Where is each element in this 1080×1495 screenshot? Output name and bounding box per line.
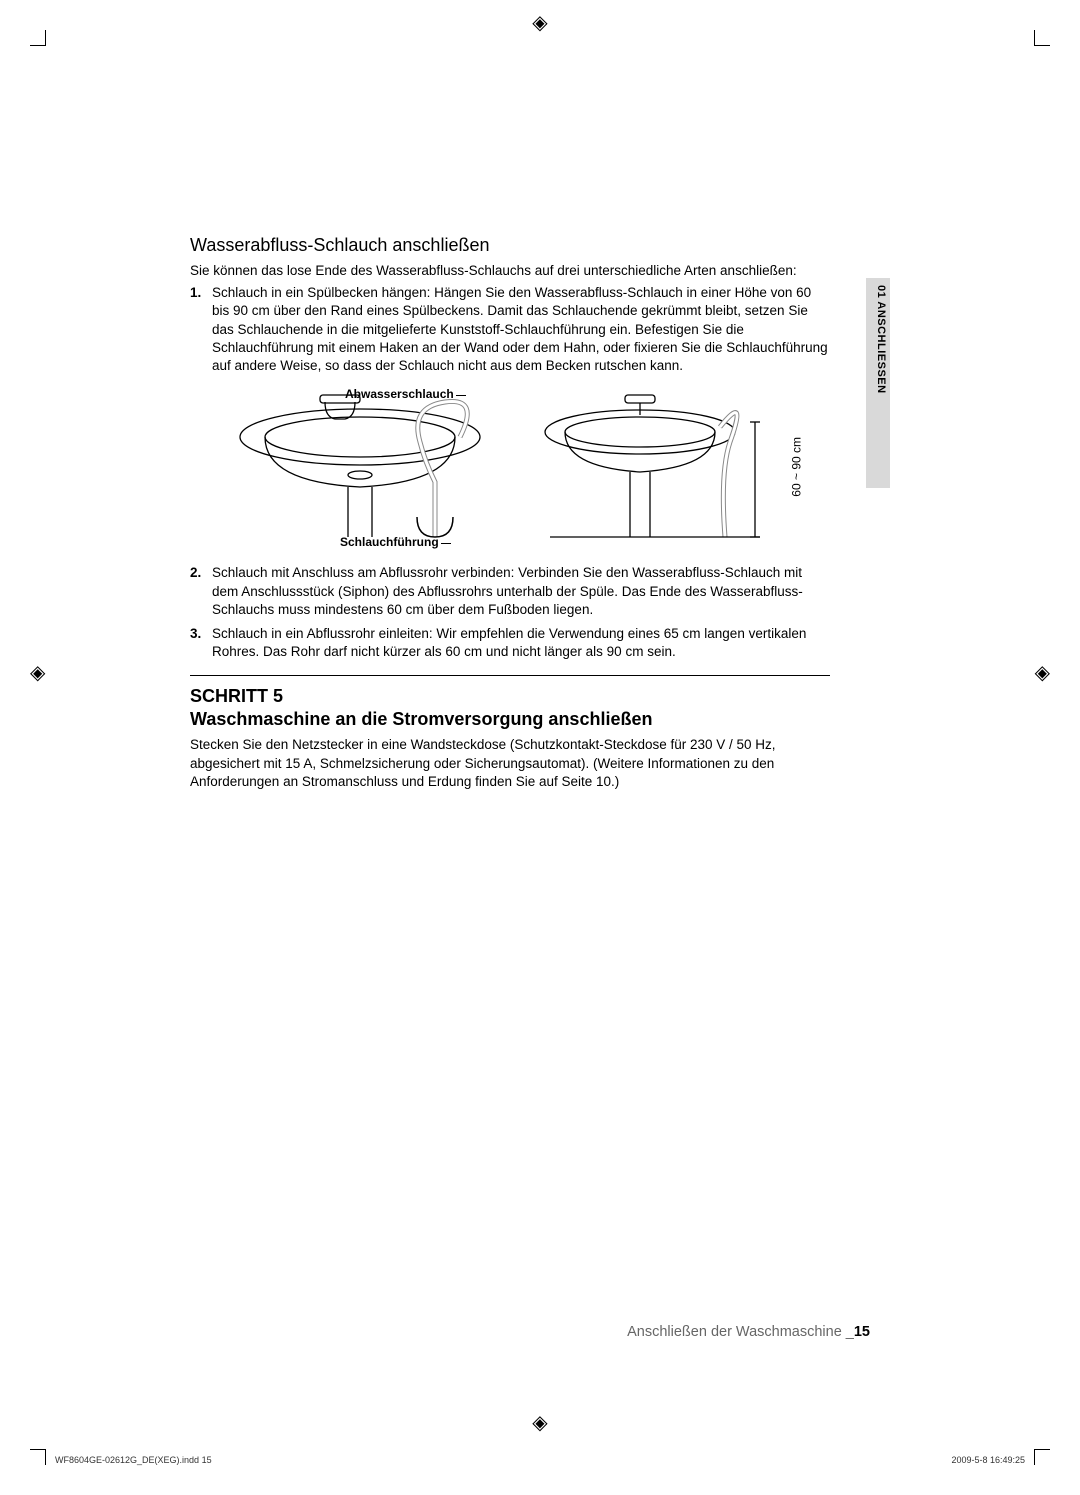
numbered-list-cont: 2. Schlauch mit Anschluss am Abflussrohr…	[190, 564, 830, 661]
page-content: Wasserabfluss-Schlauch anschließen Sie k…	[190, 235, 830, 791]
footer-text: Anschließen der Waschmaschine _	[627, 1324, 854, 1340]
registration-mark-top: ◈	[532, 10, 547, 35]
registration-mark-bottom: ◈	[532, 1410, 547, 1435]
drain-hose-illustration	[220, 387, 780, 547]
list-item: 1. Schlauch in ein Spülbecken hängen: Hä…	[190, 284, 830, 375]
list-number: 3.	[190, 625, 212, 661]
print-metadata: WF8604GE-02612G_DE(XEG).indd 15 2009-5-8…	[55, 1455, 1025, 1465]
page-number: 15	[854, 1324, 870, 1340]
numbered-list: 1. Schlauch in ein Spülbecken hängen: Hä…	[190, 284, 830, 375]
registration-mark-right: ◈	[1035, 660, 1050, 685]
list-text: Schlauch mit Anschluss am Abflussrohr ve…	[212, 564, 830, 619]
figure-label-hose: Abwasserschlauch	[345, 387, 466, 401]
list-text: Schlauch in ein Abflussrohr einleiten: W…	[212, 625, 830, 661]
subsection-heading: Wasserabfluss-Schlauch anschließen	[190, 235, 830, 256]
print-timestamp: 2009-5-8 16:49:25	[951, 1455, 1025, 1465]
list-item: 3. Schlauch in ein Abflussrohr einleiten…	[190, 625, 830, 661]
drain-hose-figure: Abwasserschlauch	[220, 387, 780, 552]
list-text: Schlauch in ein Spülbecken hängen: Hänge…	[212, 284, 830, 375]
figure-label-guide: Schlauchführung	[340, 535, 451, 549]
figure-dimension-label: 60 ~ 90 cm	[790, 437, 804, 497]
step-heading: SCHRITT 5	[190, 686, 830, 707]
list-number: 2.	[190, 564, 212, 619]
section-divider	[190, 675, 830, 676]
list-item: 2. Schlauch mit Anschluss am Abflussrohr…	[190, 564, 830, 619]
registration-mark-left: ◈	[30, 660, 45, 685]
sidebar-chapter-label: 01 ANSCHLIESSEN	[875, 285, 887, 394]
step-body: Stecken Sie den Netzstecker in eine Wand…	[190, 736, 830, 791]
print-filename: WF8604GE-02612G_DE(XEG).indd 15	[55, 1455, 212, 1465]
intro-text: Sie können das lose Ende des Wasserabflu…	[190, 262, 830, 280]
step-subheading: Waschmaschine an die Stromversorgung ans…	[190, 709, 830, 730]
list-number: 1.	[190, 284, 212, 375]
page-footer: Anschließen der Waschmaschine _15	[190, 1324, 870, 1340]
